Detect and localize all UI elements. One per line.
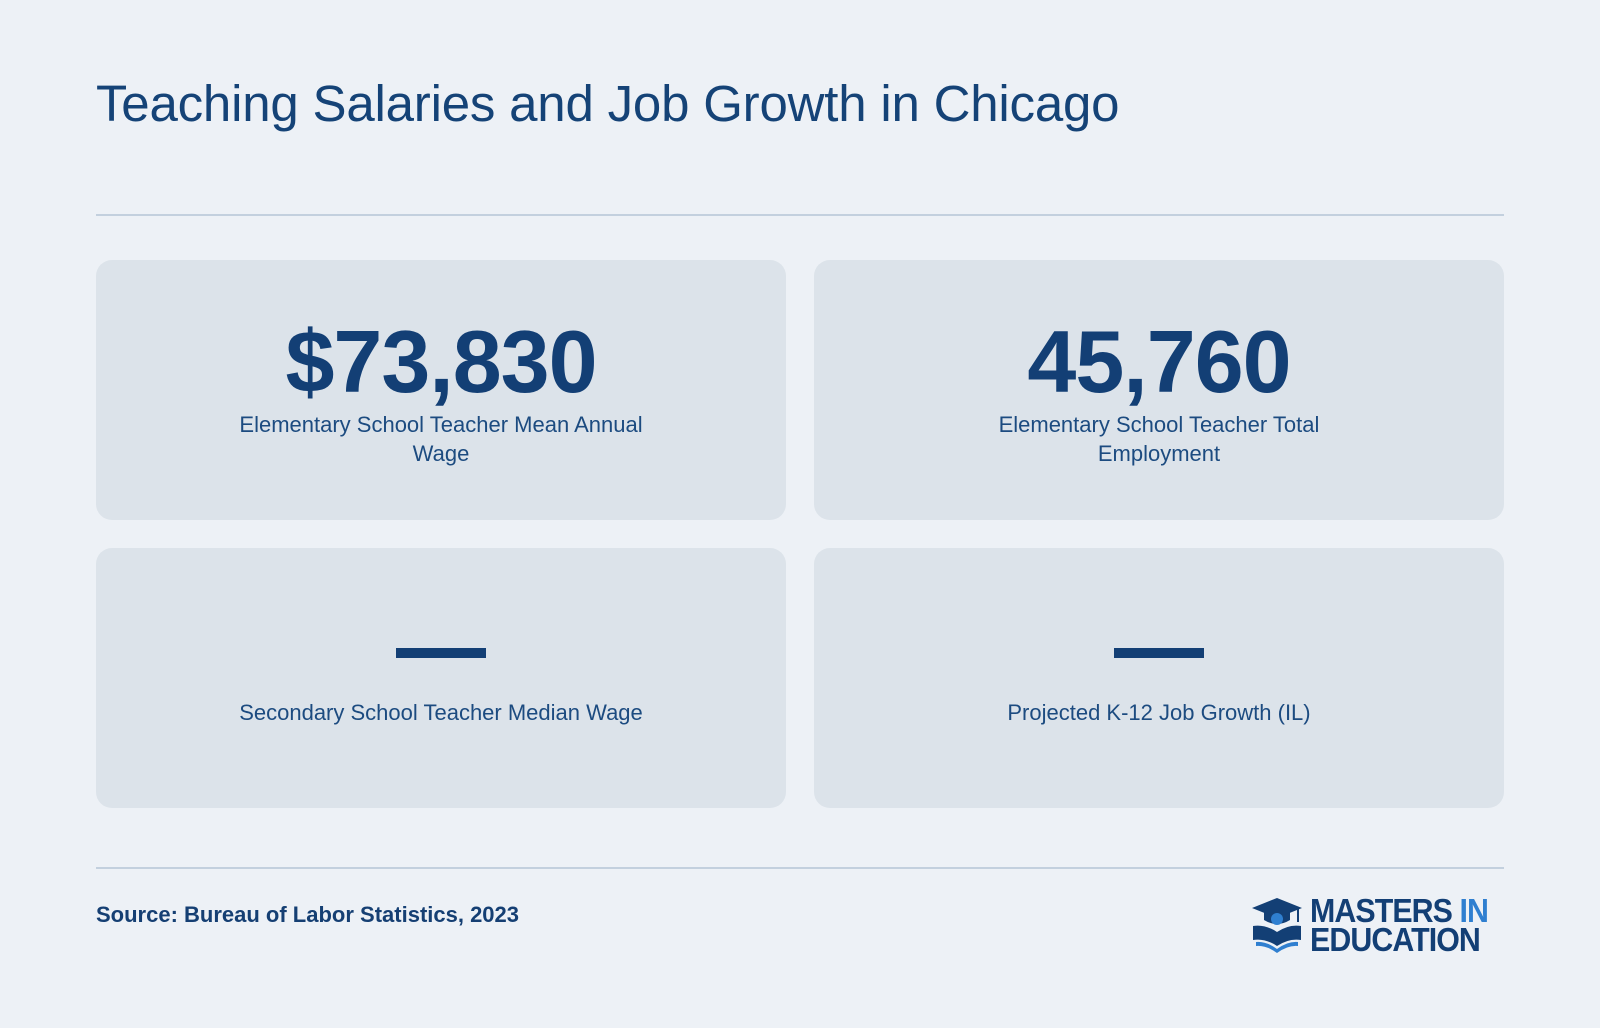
stat-card-total-employment: 45,760 Elementary School Teacher Total E… <box>814 260 1504 520</box>
stat-label: Elementary School Teacher Total Employme… <box>998 412 1320 466</box>
stat-card-secondary-median-wage: Secondary School Teacher Median Wage <box>96 548 786 808</box>
stat-card-projected-job-growth: Projected K-12 Job Growth (IL) <box>814 548 1504 808</box>
no-data-dash <box>396 648 486 658</box>
logo-wordmark: MASTERS IN EDUCATION <box>1310 894 1489 958</box>
stat-value: 45,760 <box>1027 312 1291 411</box>
logo-masters: MASTERS <box>1310 892 1453 929</box>
graduation-cap-book-icon <box>1252 898 1303 953</box>
stat-label: Elementary School Teacher Mean Annual Wa… <box>239 412 643 466</box>
stat-card-mean-wage: $73,830 Elementary School Teacher Mean A… <box>96 260 786 520</box>
stat-label: Secondary School Teacher Median Wage <box>239 700 643 725</box>
masters-in-education-logo: MASTERS IN EDUCATION <box>1250 894 1504 956</box>
no-data-dash <box>1114 648 1204 658</box>
page-title: Teaching Salaries and Job Growth in Chic… <box>96 75 1120 132</box>
logo-education: EDUCATION <box>1310 921 1481 958</box>
top-divider <box>96 214 1504 216</box>
bottom-divider <box>96 867 1504 869</box>
logo-in: IN <box>1459 892 1489 929</box>
stat-label: Projected K-12 Job Growth (IL) <box>1007 700 1311 725</box>
source-citation: Source: Bureau of Labor Statistics, 2023 <box>96 902 520 927</box>
stat-value: $73,830 <box>285 312 597 411</box>
